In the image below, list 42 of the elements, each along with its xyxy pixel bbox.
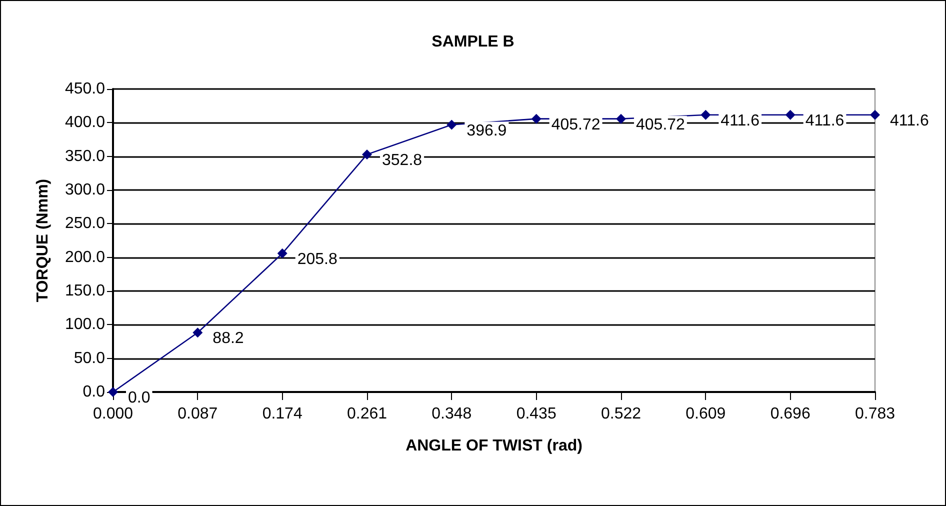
point (785, 110, 796, 120)
data-label: 405.72 (636, 116, 686, 134)
data-label: 396.9 (466, 122, 507, 140)
y-tick-label: 350.0 (64, 148, 106, 165)
x-tick-label: 0.000 (92, 406, 134, 422)
point (870, 110, 880, 120)
y-tick-label: 250.0 (64, 215, 106, 232)
y-tick-label: 0.0 (82, 384, 106, 400)
data-label: 0.0 (128, 390, 150, 406)
y-tick-label: 300.0 (64, 182, 106, 198)
data-label: 205.8 (297, 250, 338, 268)
x-tick-label: 0.087 (178, 406, 218, 422)
data-label: 405.72 (551, 116, 600, 134)
point (616, 114, 626, 124)
point (192, 328, 203, 338)
y-tick-label: 200.0 (64, 248, 106, 266)
y-tick-label: 400.0 (64, 114, 106, 132)
y-tick-label: 150.0 (64, 282, 106, 300)
x-tick-label: 0.783 (854, 406, 896, 422)
point (362, 149, 372, 160)
point (277, 248, 288, 258)
x-tick-label: 0.174 (262, 406, 302, 422)
y-axis-title: TORQUE (Nmm) (34, 178, 52, 302)
point (446, 120, 457, 130)
x-tick-label: 0.609 (686, 406, 726, 422)
data-label: 352.8 (382, 152, 422, 169)
x-tick-label: 0.522 (600, 406, 642, 422)
data-label: 88.2 (212, 330, 244, 348)
data-label: 411.6 (890, 112, 929, 130)
x-tick-label: 0.696 (770, 406, 810, 422)
y-tick-label: 450.0 (64, 80, 106, 98)
point (700, 110, 711, 120)
x-tick-label: 0.348 (432, 406, 472, 422)
point (531, 114, 542, 124)
x-tick-label: 0.261 (346, 406, 388, 422)
data-label: 411.6 (805, 112, 844, 130)
y-tick-label: 50.0 (74, 350, 106, 367)
y-tick-label: 100.0 (64, 316, 106, 334)
x-axis-title: ANGLE OF TWIST (rad) (406, 438, 582, 454)
x-tick-label: 0.435 (516, 406, 556, 422)
chart-title: SAMPLE B (432, 34, 514, 50)
data-label: 411.6 (720, 112, 760, 130)
